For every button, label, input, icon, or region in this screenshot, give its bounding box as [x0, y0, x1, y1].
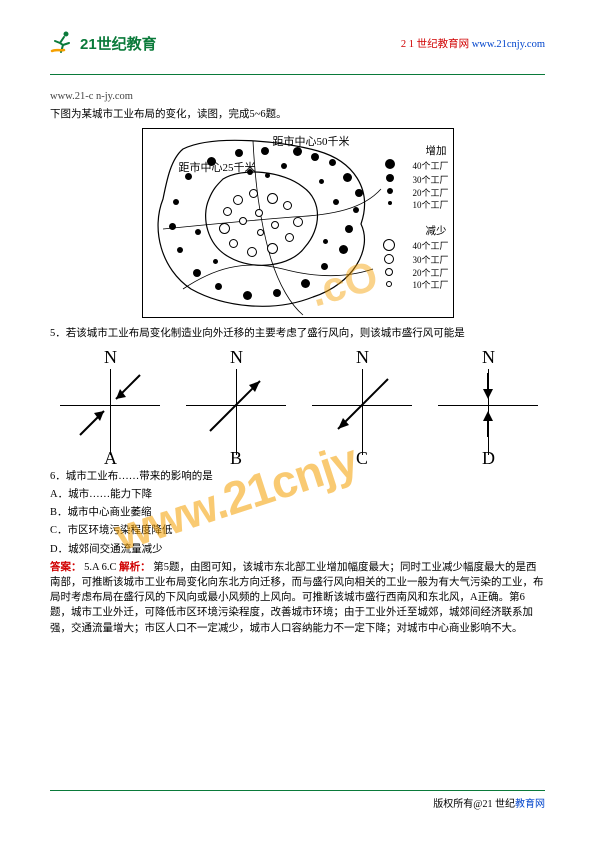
footer: 版权所有@21 世纪教育网 — [50, 790, 545, 810]
header: 21世纪教育 2 1 世纪教育网 www.21cnjy.com — [50, 30, 545, 70]
figure-wind-options: N A N B — [50, 345, 548, 465]
map-blobs-icon — [143, 129, 383, 317]
question-5: 5．若该城市工业布局变化制造业向外迁移的主要考虑了盛行风向，则该城市盛行风可能是 — [50, 326, 545, 341]
legend-inc-3: 10个工厂 — [412, 198, 448, 211]
option-6a: A．城市……能力下降 — [50, 487, 545, 502]
content: www.21-c n-jy.com 下图为某城市工业布局的变化，读图，完成5~6… — [50, 89, 545, 636]
header-rule — [50, 74, 545, 75]
logo-text: 21世纪教育 — [80, 33, 157, 54]
answer-text: 5.A 6.C — [84, 562, 119, 573]
arrows-c-icon — [302, 345, 422, 465]
legend-decrease-title: 减少 — [426, 223, 447, 238]
arrows-a-icon — [50, 345, 170, 465]
arrows-b-icon — [176, 345, 296, 465]
option-label-c: C — [356, 448, 368, 469]
option-6c: C．市区环境污染程度降低 — [50, 523, 545, 538]
option-c: N C — [302, 345, 422, 465]
option-a: N A — [50, 345, 170, 465]
option-label-d: D — [482, 448, 495, 469]
page: 21世纪教育 2 1 世纪教育网 www.21cnjy.com www.21-c… — [0, 0, 595, 689]
arrows-d-icon — [428, 345, 548, 465]
option-6b: B．城市中心商业萎缩 — [50, 505, 545, 520]
option-label-a: A — [104, 448, 117, 469]
header-link[interactable]: www.21cnjy.com — [472, 39, 545, 50]
option-6d: D．城郊间交通流量减少 — [50, 542, 545, 557]
legend-increase-title: 增加 — [426, 143, 447, 158]
answer-label: 答案： — [50, 562, 82, 573]
footer-link[interactable]: 教育网 — [515, 799, 545, 810]
question-6: 6．城市工业布……带来的影响的是 — [50, 469, 545, 484]
tiny-url: www.21-c n-jy.com — [50, 89, 545, 104]
legend-dec-0: 40个工厂 — [412, 239, 448, 252]
logo: 21世纪教育 — [50, 30, 157, 54]
legend-dec-1: 30个工厂 — [412, 253, 448, 266]
jiexi-label: 解析： — [119, 562, 151, 573]
para-intro: 下图为某城市工业布局的变化，读图，完成5~6题。 — [50, 107, 545, 122]
legend-dec-3: 10个工厂 — [412, 278, 448, 291]
header-red: 2 1 世纪教育网 — [401, 39, 469, 50]
legend-inc-1: 30个工厂 — [412, 173, 448, 186]
runner-icon — [50, 30, 78, 54]
legend-inc-0: 40个工厂 — [412, 159, 448, 172]
option-d: N D — [428, 345, 548, 465]
footer-text: 版权所有@21 世纪 — [433, 799, 515, 810]
header-right: 2 1 世纪教育网 www.21cnjy.com — [401, 36, 545, 51]
option-label-b: B — [230, 448, 242, 469]
answer-line: 答案： 5.A 6.C 解析： 第5题，由图可知，该城市东北部工业增加幅度最大；… — [50, 560, 545, 636]
figure-city-map: 距市中心50千米 距市中心25千米 — [142, 128, 454, 318]
option-b: N B — [176, 345, 296, 465]
